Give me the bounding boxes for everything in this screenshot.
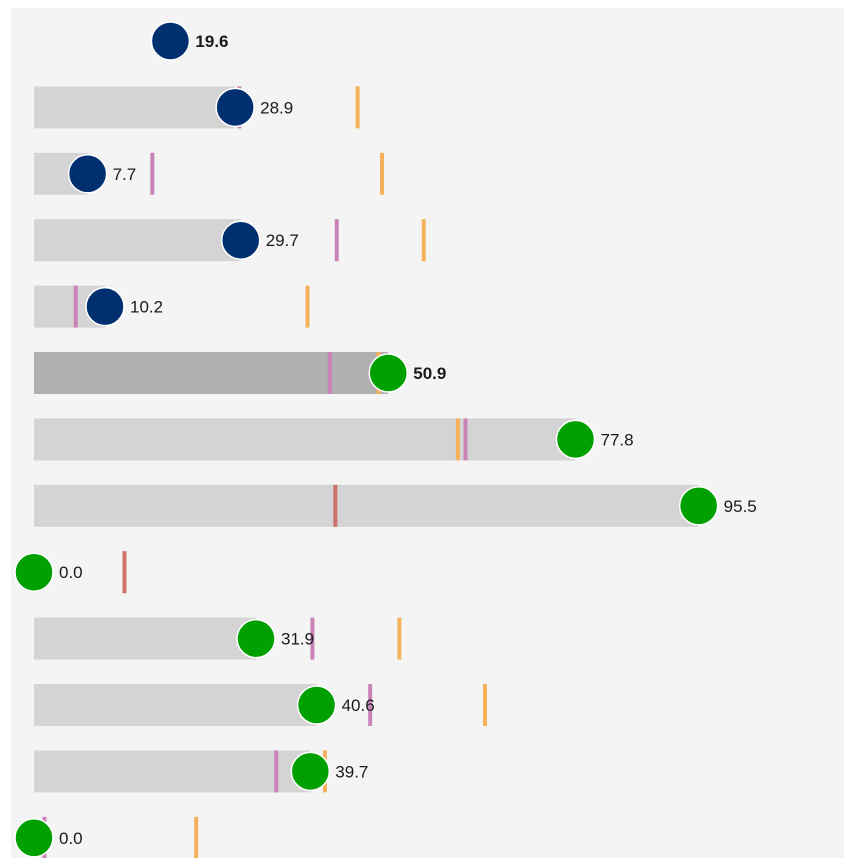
chart-row-3: 29.7 (34, 219, 426, 262)
value-label: 7.7 (113, 165, 137, 184)
chart-row-5: 50.9 (34, 352, 446, 394)
marker-purple (327, 352, 332, 394)
value-label: 31.9 (281, 630, 314, 649)
marker-red (122, 551, 127, 594)
marker-purple (463, 418, 468, 461)
value-label: 10.2 (130, 298, 163, 317)
marker-orange (483, 684, 488, 726)
value-dot (220, 220, 261, 260)
value-dot (215, 87, 255, 128)
marker-purple (368, 684, 373, 726)
bar (34, 418, 576, 461)
chart-row-2: 7.7 (34, 152, 384, 195)
value-dot (14, 818, 54, 858)
chart-row-12: 0.0 (14, 816, 199, 858)
bar (34, 219, 241, 262)
value-dot (67, 154, 108, 194)
chart-row-8: 0.0 (14, 551, 127, 594)
marker-purple (150, 152, 155, 195)
marker-orange (397, 617, 402, 660)
value-dot (14, 552, 54, 592)
value-label: 95.5 (724, 497, 757, 516)
chart-row-1: 28.9 (34, 86, 360, 129)
marker-purple (274, 750, 279, 793)
value-label: 77.8 (600, 430, 633, 449)
marker-orange (194, 816, 199, 858)
marker-purple (310, 617, 315, 660)
bar (34, 684, 317, 726)
value-label: 28.9 (260, 98, 293, 117)
marker-orange (455, 418, 460, 461)
chart-row-10: 40.6 (34, 684, 488, 726)
value-dot (678, 486, 719, 526)
bar (34, 352, 389, 394)
bar-chart: 19.6 28.9 7.7 29.7 10.2 50.9 77.8 95.5 0.0 31.9 40… (14, 21, 757, 858)
marker-purple (334, 219, 339, 262)
marker-red (333, 484, 338, 527)
value-label: 0.0 (59, 563, 83, 582)
marker-orange (355, 86, 360, 129)
marker-orange (305, 285, 310, 328)
marker-orange (380, 152, 384, 195)
marker-purple (73, 285, 78, 328)
value-label: 40.6 (342, 696, 375, 715)
chart-row-4: 10.2 (34, 285, 310, 328)
value-label: 39.7 (335, 762, 368, 781)
value-label: 29.7 (266, 231, 299, 250)
chart-panel: 19.6 28.9 7.7 29.7 10.2 50.9 77.8 95.5 0.0 31.9 40… (11, 8, 844, 858)
chart-row-0: 19.6 (150, 21, 229, 61)
value-dot (85, 286, 125, 327)
value-label: 19.6 (195, 32, 228, 51)
value-dot (290, 751, 331, 792)
value-dot (236, 618, 276, 659)
bar (34, 484, 699, 527)
value-dot (296, 685, 337, 725)
chart-row-7: 95.5 (34, 484, 757, 527)
bar (34, 750, 311, 793)
value-label: 50.9 (413, 364, 446, 383)
value-dot (368, 353, 409, 393)
bar (34, 617, 257, 660)
chart-row-9: 31.9 (34, 617, 402, 660)
value-dot (150, 21, 191, 61)
chart-row-6: 77.8 (34, 418, 634, 461)
value-label: 0.0 (59, 829, 83, 848)
chart-row-11: 39.7 (34, 750, 368, 793)
marker-orange (421, 219, 426, 262)
value-dot (555, 419, 596, 460)
bar (34, 86, 236, 129)
